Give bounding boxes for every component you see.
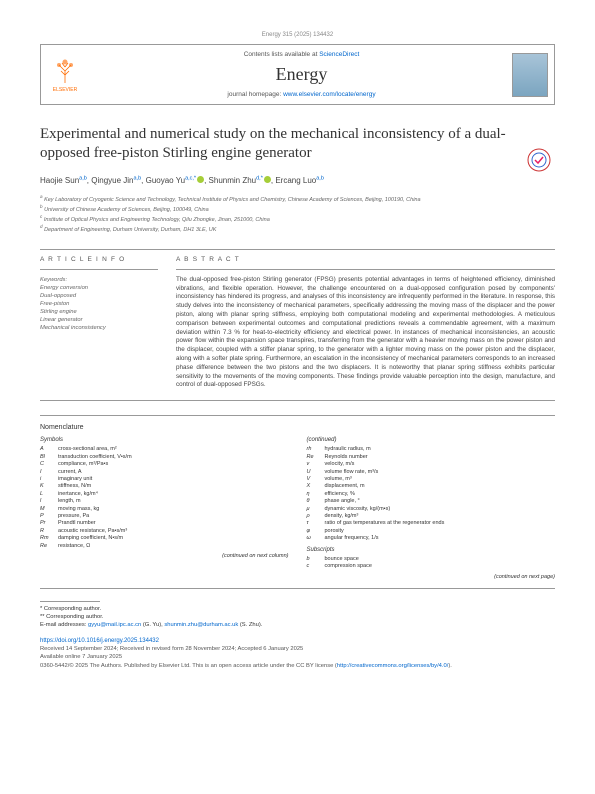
affiliation: University of Chinese Academy of Science… (44, 207, 209, 213)
nomenclature-row: PrPrandtl number (40, 520, 289, 527)
journal-reference: Energy 315 (2025) 134432 (40, 32, 555, 38)
affiliation: Key Laboratory of Cryogenic Science and … (44, 197, 420, 203)
nomenclature-right-table: rhhydraulic radius, mReReynolds numbervv… (307, 446, 556, 542)
subscripts-table: bbounce spaceccompression space (307, 556, 556, 571)
license-link[interactable]: http://creativecommons.org/licenses/by/4… (337, 663, 448, 669)
nomenclature-row: Icurrent, A (40, 469, 289, 476)
license-line: 0360-5442/© 2025 The Authors. Published … (40, 662, 555, 670)
email-link[interactable]: shunmin.zhu@durham.ac.uk (164, 622, 238, 628)
abstract-text: The dual-opposed free-piston Stirling ge… (176, 276, 555, 391)
orcid-icon[interactable] (264, 176, 271, 183)
journal-cover-thumbnail (512, 53, 548, 97)
corresponding-note: * Corresponding author. (40, 605, 555, 613)
author: Shunmin Zhud,* (209, 176, 271, 185)
nomenclature-row: ccompression space (307, 563, 556, 570)
nomenclature-row: iimaginary unit (40, 476, 289, 483)
elsevier-logo: ELSEVIER (47, 53, 83, 97)
sciencedirect-link[interactable]: ScienceDirect (319, 51, 359, 58)
keyword: Stirling engine (40, 308, 158, 316)
nomenclature-row: Ccompliance, m³/Pa•s (40, 461, 289, 468)
nomenclature-row: ReReynolds number (307, 454, 556, 461)
author: Guoyao Yua,c,* (146, 176, 204, 185)
author: Ercang Luoa,b (275, 176, 324, 185)
nomenclature-row: Reresistance, Ω (40, 543, 289, 550)
nomenclature-row: Bltransduction coefficient, V•s/m (40, 454, 289, 461)
nomenclature-title: Nomenclature (40, 424, 555, 431)
article-title: Experimental and numerical study on the … (40, 125, 555, 163)
continued-note: (continued on next page) (307, 574, 556, 580)
nomenclature-row: ηefficiency, % (307, 491, 556, 498)
check-updates-badge-icon[interactable] (527, 148, 551, 172)
nomenclature-row: Rmdamping coefficient, N•s/m (40, 535, 289, 542)
email-addresses: E-mail addresses: gyyu@mail.ipc.ac.cn (G… (40, 621, 555, 629)
continued-note: (continued on next column) (40, 553, 289, 559)
elsevier-text: ELSEVIER (53, 87, 77, 93)
nomenclature-row: ωangular frequency, 1/s (307, 535, 556, 542)
corresponding-note: ** Corresponding author. (40, 613, 555, 621)
affiliations: a Key Laboratory of Cryogenic Science an… (40, 194, 555, 235)
received-dates: Received 14 September 2024; Received in … (40, 645, 555, 653)
nomenclature-row: μdynamic viscosity, kg/(m•s) (307, 506, 556, 513)
nomenclature-left-table: Across-sectional area, m²Bltransduction … (40, 446, 289, 550)
keyword: Free-piston (40, 300, 158, 308)
article-info-heading: A R T I C L E I N F O (40, 256, 158, 263)
nomenclature-row: Linertance, kg/m⁴ (40, 491, 289, 498)
affiliation: Institute of Optical Physics and Enginee… (44, 217, 270, 223)
nomenclature-row: Vvolume, m³ (307, 476, 556, 483)
footer-section: * Corresponding author. ** Corresponding… (40, 601, 555, 670)
doi-link[interactable]: https://doi.org/10.1016/j.energy.2025.13… (40, 638, 159, 644)
authors-list: Haojie Suna,b, Qingyue Jina,b, Guoyao Yu… (40, 175, 555, 186)
contents-line: Contents lists available at ScienceDirec… (91, 51, 512, 58)
author: Haojie Suna,b (40, 176, 87, 185)
nomenclature-row: Racoustic resistance, Pa•s/m³ (40, 528, 289, 535)
nomenclature-row: bbounce space (307, 556, 556, 563)
homepage-link[interactable]: www.elsevier.com/locate/energy (283, 91, 376, 98)
nomenclature-row: rhhydraulic radius, m (307, 446, 556, 453)
nomenclature-row: φporosity (307, 528, 556, 535)
email-link[interactable]: gyyu@mail.ipc.ac.cn (88, 622, 141, 628)
nomenclature-row: llength, m (40, 498, 289, 505)
available-date: Available online 7 January 2025 (40, 653, 555, 661)
nomenclature-row: θphase angle, ° (307, 498, 556, 505)
nomenclature-row: vvelocity, m/s (307, 461, 556, 468)
keyword: Linear generator (40, 316, 158, 324)
nomenclature-row: Across-sectional area, m² (40, 446, 289, 453)
keywords-block: Keywords: Energy conversion Dual-opposed… (40, 276, 158, 333)
orcid-icon[interactable] (197, 176, 204, 183)
keyword: Energy conversion (40, 284, 158, 292)
continued-label: (continued) (307, 437, 556, 443)
homepage-line: journal homepage: www.elsevier.com/locat… (91, 91, 512, 98)
keyword: Dual-opposed (40, 292, 158, 300)
elsevier-tree-icon (51, 57, 79, 85)
nomenclature-row: Mmoving mass, kg (40, 506, 289, 513)
nomenclature-row: Kstiffness, N/m (40, 483, 289, 490)
journal-name: Energy (91, 64, 512, 85)
keywords-label: Keywords: (40, 276, 158, 284)
journal-header: ELSEVIER Contents lists available at Sci… (40, 44, 555, 105)
nomenclature-row: Xdisplacement, m (307, 483, 556, 490)
homepage-prefix: journal homepage: (227, 91, 283, 98)
symbols-label: Symbols (40, 437, 289, 443)
nomenclature-row: ρdensity, kg/m³ (307, 513, 556, 520)
keyword: Mechanical inconsistency (40, 324, 158, 332)
nomenclature-row: Ppressure, Pa (40, 513, 289, 520)
subscripts-label: Subscripts (307, 547, 556, 553)
abstract-heading: A B S T R A C T (176, 256, 555, 263)
nomenclature-row: Uvolume flow rate, m³/s (307, 469, 556, 476)
contents-prefix: Contents lists available at (244, 51, 320, 58)
nomenclature-box: Nomenclature Symbols Across-sectional ar… (40, 415, 555, 588)
author: Qingyue Jina,b (91, 176, 141, 185)
nomenclature-row: τratio of gas temperatures at the regene… (307, 520, 556, 527)
affiliation: Department of Engineering, Durham Univer… (44, 227, 216, 233)
